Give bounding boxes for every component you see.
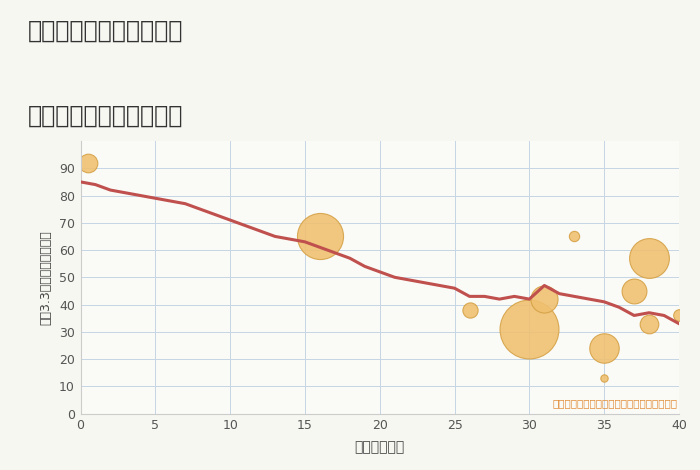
Point (539, 295, 550, 303)
Point (464, 306, 475, 314)
X-axis label: 築年数（年）: 築年数（年） (355, 440, 405, 454)
Point (643, 320, 655, 328)
Point (568, 233, 580, 240)
Text: 築年数別中古戸建て価格: 築年数別中古戸建て価格 (28, 103, 183, 127)
Point (643, 254, 655, 262)
Text: 円の大きさは、取引のあった物件面積を示す: 円の大きさは、取引のあった物件面積を示す (553, 398, 678, 408)
Point (598, 375, 610, 382)
Point (673, 312, 685, 319)
Point (598, 345, 610, 352)
Point (524, 325, 535, 333)
Y-axis label: 坪（3.3㎡）単価（万円）: 坪（3.3㎡）単価（万円） (39, 230, 52, 325)
Text: 奈良県奈良市七条西町の: 奈良県奈良市七条西町の (28, 19, 183, 43)
Point (629, 287, 640, 295)
Point (314, 233, 326, 240)
Point (83, 159, 94, 166)
